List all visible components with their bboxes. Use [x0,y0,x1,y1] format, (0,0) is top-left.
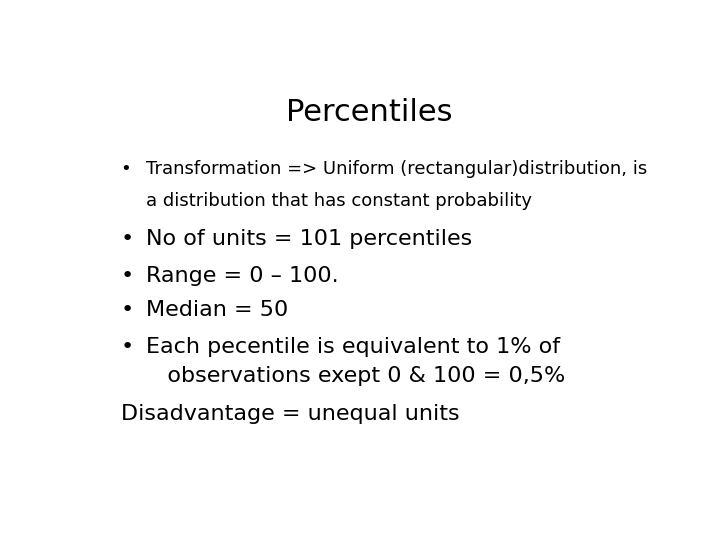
Text: •: • [121,337,134,357]
Text: •: • [121,160,132,178]
Text: Transformation => Uniform (rectangular)distribution, is: Transformation => Uniform (rectangular)d… [145,160,647,178]
Text: •: • [121,300,134,320]
Text: No of units = 101 percentiles: No of units = 101 percentiles [145,229,472,249]
Text: •: • [121,266,134,286]
Text: Disadvantage = unequal units: Disadvantage = unequal units [121,404,459,424]
Text: Range = 0 – 100.: Range = 0 – 100. [145,266,338,286]
Text: Median = 50: Median = 50 [145,300,288,320]
Text: observations exept 0 & 100 = 0,5%: observations exept 0 & 100 = 0,5% [145,366,565,386]
Text: a distribution that has constant probability: a distribution that has constant probabi… [145,192,532,210]
Text: Percentiles: Percentiles [286,98,452,127]
Text: •: • [121,229,134,249]
Text: Each pecentile is equivalent to 1% of: Each pecentile is equivalent to 1% of [145,337,560,357]
